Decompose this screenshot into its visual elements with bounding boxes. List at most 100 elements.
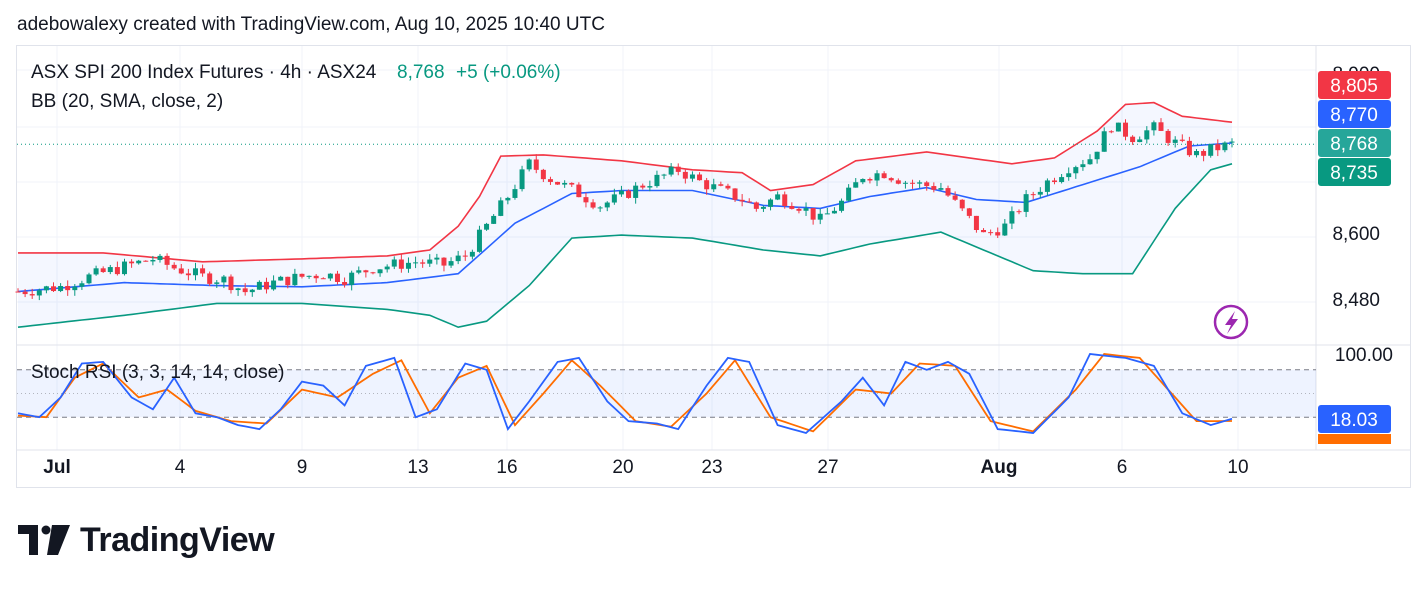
lightning-icon[interactable] (1213, 304, 1249, 340)
candle-body (668, 166, 674, 175)
grid-lines (17, 46, 1410, 451)
candle-body (221, 276, 227, 283)
candle (285, 276, 291, 289)
x-tick-4: 4 (175, 457, 186, 478)
candle (1059, 173, 1065, 184)
candle (633, 182, 639, 204)
candle-body (434, 257, 440, 260)
candle (746, 198, 752, 203)
candle (143, 260, 149, 262)
candle (562, 180, 568, 188)
candle-body (455, 255, 461, 262)
candle (15, 288, 21, 293)
candle-body (58, 285, 64, 292)
candle-body (1073, 167, 1079, 174)
candle-body (1059, 177, 1065, 183)
candle (753, 201, 759, 212)
candle-body (881, 173, 887, 179)
candle-body (924, 182, 930, 187)
candle-body (966, 208, 972, 216)
candle-body (1179, 139, 1185, 141)
candle (249, 288, 255, 297)
badge-stoch-k-label: 18.03 (1330, 410, 1378, 431)
candle (682, 169, 688, 184)
candle (391, 256, 397, 270)
candle-body (1087, 159, 1093, 165)
candle-body (562, 182, 568, 185)
candle (1208, 144, 1214, 158)
legend-oscillator: Stoch RSI (3, 3, 14, 14, close) (31, 362, 284, 383)
candle (512, 184, 518, 200)
candle (583, 192, 589, 208)
candle (888, 177, 894, 183)
candle-body (590, 202, 596, 208)
candle (1158, 118, 1164, 132)
candle-body (1186, 140, 1192, 156)
candle (185, 268, 191, 281)
candle (86, 272, 92, 285)
candle (576, 182, 582, 198)
candle-body (1165, 130, 1171, 143)
candle-body (718, 184, 724, 186)
candle (299, 273, 305, 279)
badge-stoch-k (1318, 405, 1391, 433)
candle (320, 277, 326, 280)
candle (455, 250, 461, 265)
candle-body (959, 199, 965, 209)
candle (952, 191, 958, 201)
candle-body (682, 171, 688, 179)
candle (1016, 209, 1022, 215)
candle-body (973, 215, 979, 231)
candle (654, 170, 660, 188)
candle-body (988, 232, 994, 234)
candle (711, 178, 717, 192)
candle (263, 277, 269, 294)
candle (739, 194, 745, 207)
candle (370, 271, 376, 275)
candle (427, 254, 433, 267)
tradingview-logo[interactable]: TradingView (18, 520, 275, 560)
x-tick-9: 9 (297, 457, 308, 478)
candle (640, 183, 646, 190)
candle-body (1094, 151, 1100, 160)
candle-body (1137, 139, 1143, 143)
candle-body (1144, 130, 1150, 140)
candle-body (299, 273, 305, 277)
candle-body (263, 281, 269, 290)
badge-stoch-d (1318, 434, 1391, 444)
candle (242, 283, 248, 296)
candle-body (1002, 223, 1008, 236)
candle (1172, 136, 1178, 148)
candle-body (1123, 122, 1129, 137)
candle-body (1208, 144, 1214, 156)
candle-body (334, 273, 340, 282)
candle-body (846, 187, 852, 201)
candle-body (391, 259, 397, 267)
candle-body (810, 208, 816, 220)
candle (668, 163, 674, 177)
candle-body (448, 261, 454, 266)
badge-lower-band-label: 8,735 (1330, 163, 1378, 184)
bollinger-bands (17, 101, 1316, 329)
candle-body (867, 179, 873, 181)
candle-body (874, 173, 880, 181)
candle-body (824, 213, 830, 215)
candle (910, 179, 916, 189)
candle (867, 177, 873, 184)
candle-body (654, 174, 660, 187)
candle (1144, 126, 1150, 144)
candle (1229, 138, 1235, 148)
candle-body (1130, 136, 1136, 143)
candle-body (100, 268, 106, 273)
candle-body (945, 188, 951, 196)
candle-body (647, 186, 653, 188)
candle-body (50, 286, 56, 292)
candle (945, 185, 951, 197)
candle-body (278, 276, 284, 281)
candle (1094, 151, 1100, 164)
candle (817, 208, 823, 225)
candle (121, 258, 127, 276)
candle-body (441, 257, 447, 266)
candle-body (533, 159, 539, 170)
